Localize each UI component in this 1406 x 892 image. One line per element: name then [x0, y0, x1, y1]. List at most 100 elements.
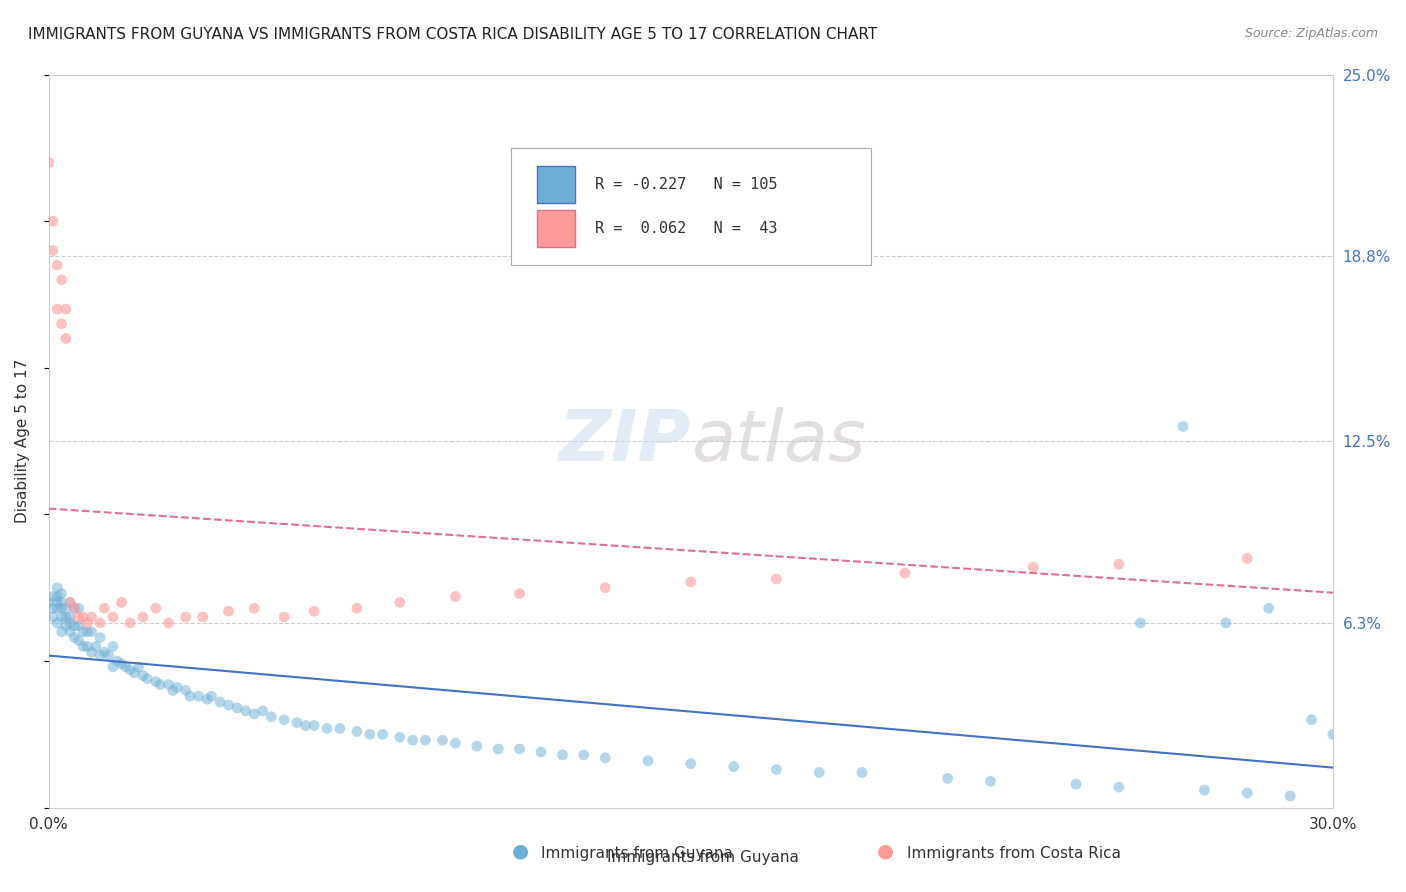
Point [72, 624, 94, 639]
Point [252, 704, 274, 718]
FancyBboxPatch shape [537, 211, 575, 247]
Point [59, 624, 82, 639]
Text: Immigrants from Guyana: Immigrants from Guyana [541, 846, 733, 861]
Point [235, 704, 257, 718]
Point [765, 763, 787, 777]
Point [89, 615, 111, 630]
Point [1279, 789, 1302, 803]
Point [76, 640, 98, 654]
Point [110, 595, 132, 609]
Point [637, 754, 659, 768]
Point [46, 590, 69, 604]
Point [63, 601, 86, 615]
Point [894, 566, 917, 580]
Point [63, 631, 86, 645]
Point [509, 586, 531, 600]
Point [936, 772, 959, 786]
Point [42, 214, 65, 228]
Point [1322, 727, 1344, 741]
Point [179, 690, 201, 704]
Point [1108, 558, 1130, 572]
Point [105, 654, 128, 668]
Point [243, 706, 266, 721]
Point [42, 601, 65, 615]
Point [42, 590, 65, 604]
Point [195, 692, 218, 706]
Point [80, 610, 103, 624]
Point [1236, 786, 1258, 800]
Point [46, 601, 69, 615]
Point [80, 645, 103, 659]
Text: atlas: atlas [690, 407, 866, 475]
Point [89, 631, 111, 645]
Point [46, 595, 69, 609]
Text: R =  0.062   N =  43: R = 0.062 N = 43 [595, 221, 778, 236]
Point [157, 615, 180, 630]
Point [46, 615, 69, 630]
Point [46, 258, 69, 272]
Point [38, 595, 60, 609]
Point [67, 619, 90, 633]
Point [76, 615, 98, 630]
Point [415, 733, 437, 747]
Text: ZIP: ZIP [558, 407, 690, 475]
Point [359, 727, 381, 741]
Point [89, 648, 111, 663]
Point [316, 722, 339, 736]
Point [174, 683, 197, 698]
Point [593, 751, 616, 765]
Point [110, 657, 132, 671]
Point [260, 710, 283, 724]
Point [1215, 615, 1237, 630]
Point [679, 574, 702, 589]
Text: ●: ● [512, 842, 529, 861]
Point [101, 660, 124, 674]
Point [572, 747, 595, 762]
Text: Source: ZipAtlas.com: Source: ZipAtlas.com [1244, 27, 1378, 40]
Point [114, 660, 136, 674]
Point [72, 640, 94, 654]
Point [120, 615, 142, 630]
Point [101, 640, 124, 654]
Point [132, 669, 155, 683]
Point [55, 302, 77, 317]
Point [509, 742, 531, 756]
Point [1301, 713, 1323, 727]
Point [93, 601, 115, 615]
FancyBboxPatch shape [510, 148, 870, 265]
Point [42, 610, 65, 624]
Point [765, 572, 787, 586]
Point [51, 595, 73, 609]
Point [1108, 780, 1130, 794]
Point [1064, 777, 1087, 791]
Point [723, 759, 745, 773]
Point [285, 715, 308, 730]
Point [432, 733, 454, 747]
Point [979, 774, 1001, 789]
Point [124, 665, 146, 680]
Point [59, 615, 82, 630]
Point [187, 690, 209, 704]
Point [80, 624, 103, 639]
Point [243, 601, 266, 615]
Point [465, 739, 488, 753]
Point [145, 674, 167, 689]
Point [55, 331, 77, 345]
Point [388, 595, 411, 609]
Point [84, 640, 107, 654]
Point [1194, 783, 1216, 797]
Point [46, 302, 69, 317]
Point [136, 672, 159, 686]
Point [486, 742, 509, 756]
Point [51, 610, 73, 624]
Point [51, 624, 73, 639]
Point [67, 633, 90, 648]
Point [59, 610, 82, 624]
Point [1129, 615, 1152, 630]
FancyBboxPatch shape [537, 166, 575, 202]
Point [93, 645, 115, 659]
Point [63, 619, 86, 633]
Point [59, 595, 82, 609]
Text: ●: ● [877, 842, 894, 861]
Point [208, 695, 231, 709]
